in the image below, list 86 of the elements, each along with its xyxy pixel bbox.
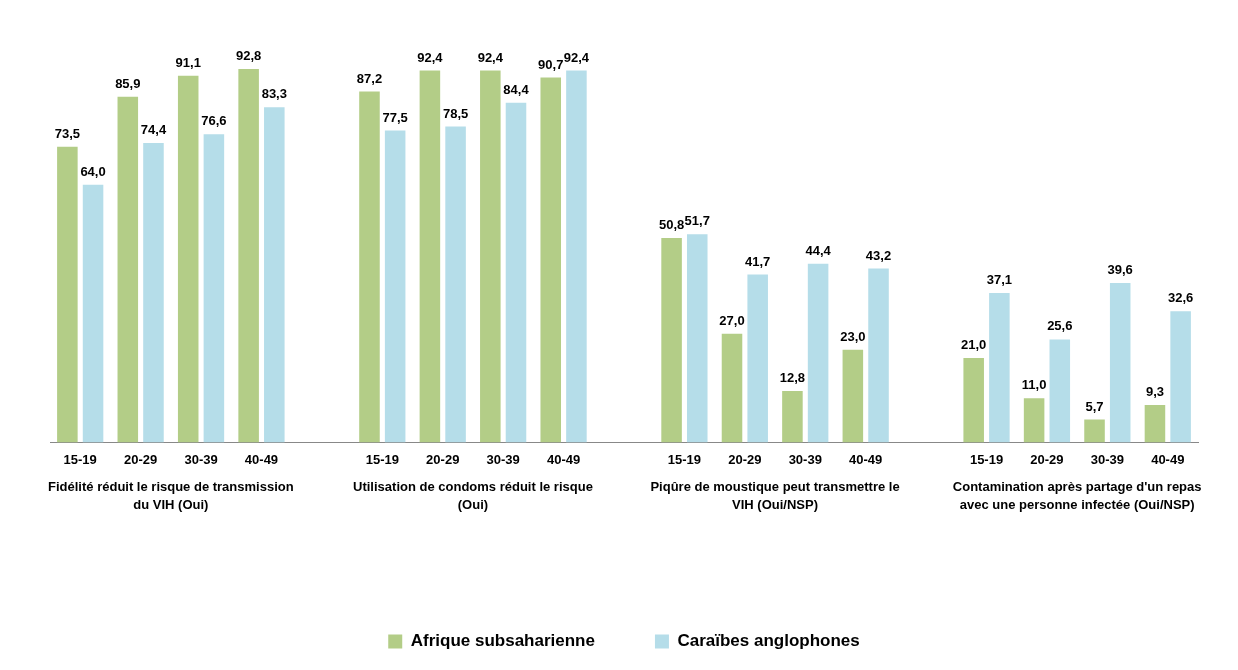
x-tick-label: 20-29	[1030, 451, 1064, 467]
bar	[82, 184, 104, 443]
x-tick-label: 30-39	[1090, 451, 1124, 467]
bar	[1049, 339, 1071, 443]
bar	[963, 357, 984, 443]
data-label: 74,4	[140, 122, 167, 138]
x-tick-label: 15-19	[365, 451, 399, 467]
data-label: 39,6	[1107, 262, 1133, 278]
x-tick-label: 40-49	[1151, 451, 1185, 467]
bar	[868, 268, 889, 443]
bar	[117, 96, 139, 443]
bar	[57, 146, 78, 443]
data-label: 21,0	[961, 336, 987, 352]
bar	[1144, 404, 1166, 443]
data-label: 92,4	[477, 49, 504, 65]
bar	[419, 70, 441, 443]
bar	[203, 134, 225, 443]
data-label: 87,2	[356, 70, 383, 86]
x-tick-label: 40-49	[546, 451, 581, 467]
bar	[661, 237, 682, 443]
bar	[807, 263, 829, 443]
x-tick-label: 20-29	[124, 451, 158, 467]
bar	[505, 102, 527, 443]
x-tick-label: 40-49	[244, 451, 279, 467]
bar	[721, 333, 743, 443]
data-label: 23,0	[840, 328, 866, 344]
data-label: 91,1	[175, 54, 201, 70]
bar	[384, 130, 406, 443]
text: Utilisation de condoms réduit le risque (Oui)	[353, 479, 593, 513]
x-tick-label: 30-39	[184, 451, 218, 467]
x-tick-label: 20-29	[426, 451, 460, 467]
bar	[540, 77, 562, 443]
data-label: 51,7	[684, 213, 710, 229]
bar	[238, 68, 259, 443]
x-tick-label: 30-39	[788, 451, 822, 467]
data-label: 12,8	[779, 369, 806, 385]
data-label: 41,7	[745, 253, 771, 269]
data-label: 92,8	[235, 48, 262, 64]
data-label: 84,4	[503, 81, 530, 97]
data-label: 90,7	[538, 56, 564, 72]
data-label: 76,6	[201, 113, 227, 129]
bar	[566, 70, 587, 443]
bar	[842, 349, 864, 443]
bar	[747, 274, 768, 443]
data-label: 78,5	[442, 105, 469, 121]
x-tick-label: 15-19	[969, 451, 1004, 467]
bar	[1170, 311, 1191, 443]
data-label: 44,4	[805, 242, 832, 258]
data-label: 37,1	[986, 272, 1013, 288]
text: Piqûre de moustique peut transmettre le VIH (Oui/NSP)	[650, 479, 900, 513]
bar	[143, 143, 164, 443]
bar	[359, 91, 380, 443]
data-label: 92,4	[417, 49, 444, 65]
data-label: 9,3	[1145, 384, 1164, 400]
data-label: 11,0	[1021, 377, 1047, 393]
data-label: 85,9	[115, 75, 141, 91]
text: Fidélité réduit le risque de transmission du VIH (Oui)	[48, 479, 294, 513]
data-label: 73,5	[54, 125, 81, 141]
bar	[1084, 419, 1105, 443]
bar	[264, 107, 285, 443]
x-tick-label: 30-39	[486, 451, 520, 467]
x-tick-label: 15-19	[667, 451, 702, 467]
data-label: 77,5	[382, 109, 408, 125]
data-label: 50,8	[658, 217, 685, 233]
data-label: 64,0	[80, 163, 106, 179]
x-tick-label: 40-49	[849, 451, 883, 467]
x-tick-label: 15-19	[63, 451, 97, 467]
bar	[686, 234, 708, 443]
legend-label: Caraïbes anglophones	[677, 631, 860, 651]
x-tick-label: 20-29	[728, 451, 762, 467]
data-label: 5,7	[1085, 398, 1104, 414]
bar	[1023, 398, 1045, 443]
data-label: 43,2	[865, 247, 892, 263]
bar	[177, 75, 199, 443]
data-label: 92,4	[563, 49, 590, 65]
bar	[445, 126, 466, 443]
data-label: 25,6	[1047, 318, 1073, 334]
legend-label: Afrique subsaharienne	[410, 631, 595, 651]
bar	[480, 70, 501, 443]
bar	[989, 293, 1010, 443]
data-label: 32,6	[1167, 290, 1194, 306]
bar	[782, 390, 803, 443]
data-label: 27,0	[719, 312, 745, 328]
bar	[1109, 283, 1131, 443]
text: Contamination après partage d'un repas avec une personne infectée (Oui/NSP)	[952, 479, 1202, 513]
data-label: 83,3	[261, 86, 287, 102]
